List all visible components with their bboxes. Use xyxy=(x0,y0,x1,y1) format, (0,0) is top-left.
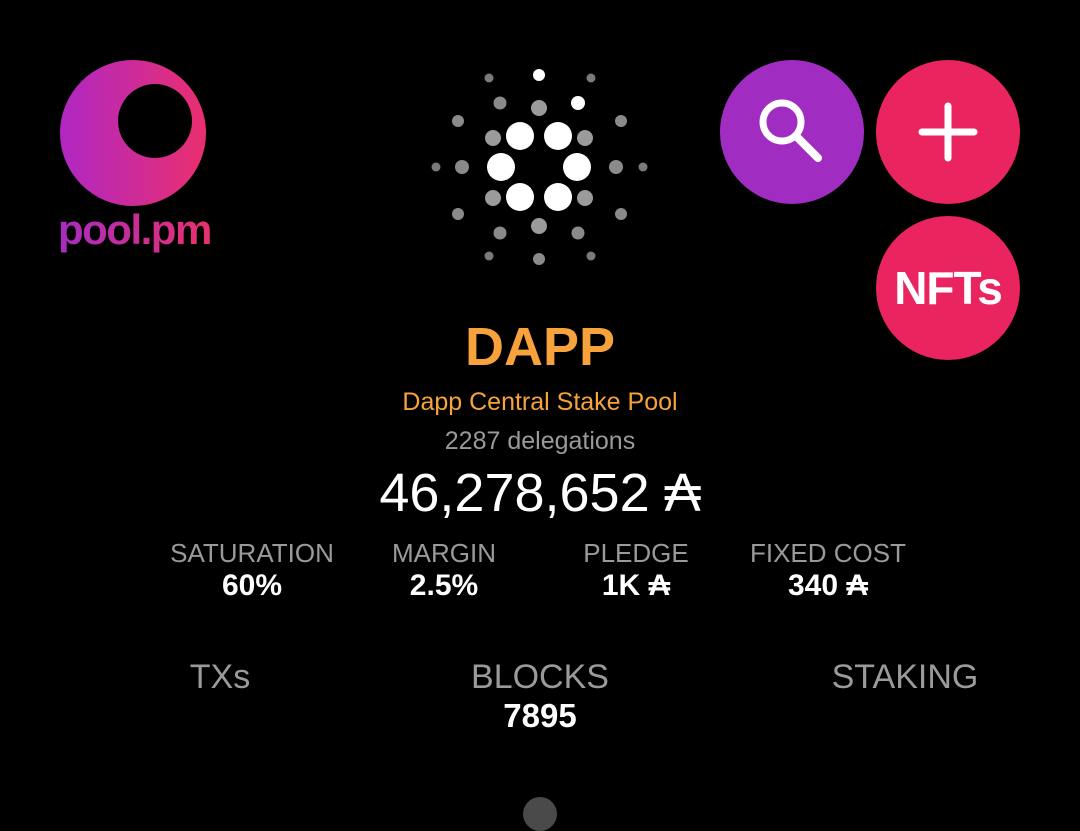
add-button[interactable] xyxy=(876,60,1020,204)
plus-icon xyxy=(918,102,978,162)
live-stake: 46,278,652 ₳ xyxy=(379,463,701,523)
tab-staking[interactable]: STAKING xyxy=(810,658,1000,697)
search-icon xyxy=(759,99,822,162)
stat-label: MARGIN xyxy=(392,538,496,568)
logo-circle-icon xyxy=(60,60,206,206)
stat-pledge: PLEDGE 1K ₳ xyxy=(566,538,706,603)
pool-pm-logo[interactable]: pool.pm xyxy=(55,58,215,258)
stat-fixed-cost: FIXED COST 340 ₳ xyxy=(738,538,918,603)
stat-label: FIXED COST xyxy=(749,538,906,568)
stat-margin: MARGIN 2.5% xyxy=(372,538,516,603)
tab-label: STAKING xyxy=(831,658,979,696)
search-button[interactable] xyxy=(720,60,864,204)
pool-ticker: DAPP xyxy=(464,317,616,377)
stat-value: 1K ₳ xyxy=(601,569,671,602)
cardano-logo-icon xyxy=(431,69,648,265)
stat-label: SATURATION xyxy=(170,538,334,568)
stat-label: PLEDGE xyxy=(583,538,689,568)
tab-txs[interactable]: TXs xyxy=(160,658,280,697)
nfts-button[interactable]: NFTs xyxy=(876,216,1020,360)
logo-text: pool.pm xyxy=(58,206,212,253)
scroll-indicator[interactable] xyxy=(523,797,557,831)
tab-label: BLOCKS xyxy=(471,658,609,696)
stat-value: 60% xyxy=(221,569,283,602)
tab-label: TXs xyxy=(189,658,251,696)
pool-name[interactable]: Dapp Central Stake Pool xyxy=(402,388,678,416)
delegations-count: 2287 delegations xyxy=(444,427,636,455)
stat-value: 340 ₳ xyxy=(787,569,869,602)
stat-saturation: SATURATION 60% xyxy=(162,538,342,603)
tab-blocks[interactable]: BLOCKS 7895 xyxy=(450,658,630,735)
blocks-count: 7895 xyxy=(503,697,577,734)
nfts-button-label: NFTs xyxy=(894,262,1003,314)
stat-value: 2.5% xyxy=(409,569,479,602)
